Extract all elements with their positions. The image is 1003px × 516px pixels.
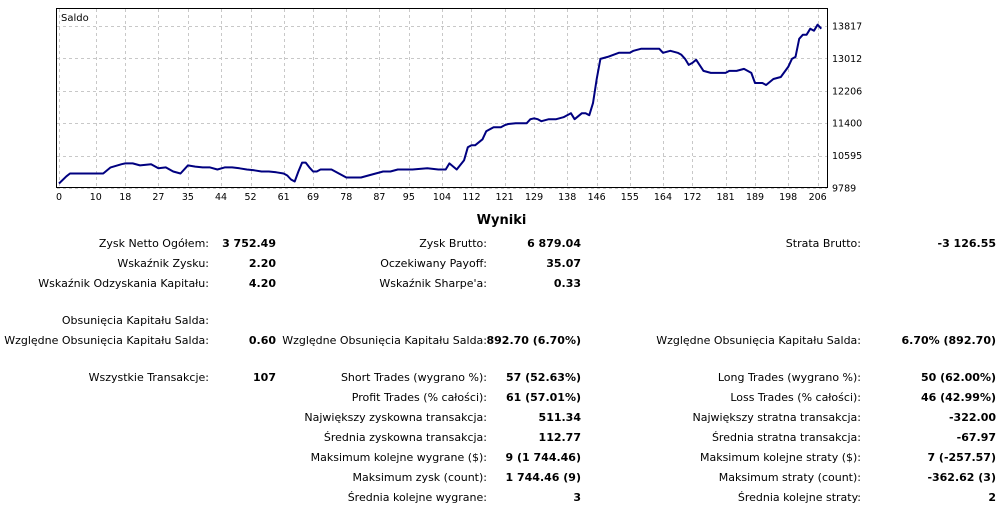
stat-value: 107	[253, 371, 276, 384]
y-tick-label: 12206	[832, 86, 862, 97]
x-tick-label: 87	[373, 192, 385, 203]
stat-value: 1 744.46 (9)	[505, 471, 581, 484]
stat-label: Oczekiwany Payoff:	[380, 257, 487, 270]
x-tick-label: 18	[119, 192, 131, 203]
x-tick-label: 10	[90, 192, 102, 203]
stat-value: 112.77	[538, 431, 581, 444]
stat-value: 57 (52.63%)	[505, 371, 581, 384]
x-tick-label: 121	[496, 192, 514, 203]
y-tick-label: 13012	[832, 54, 862, 65]
stat-label: Największy stratna transakcja:	[692, 411, 862, 424]
stat-label: Wskaźnik Zysku:	[117, 257, 209, 270]
x-tick-label: 104	[433, 192, 451, 203]
stat-label: Maksimum kolejne wygrane ($):	[310, 451, 487, 464]
stat-label: Zysk Brutto:	[419, 237, 487, 250]
y-tick-label: 10595	[832, 151, 862, 162]
stat-value: 0.33	[553, 277, 581, 290]
stat-label: Strata Brutto:	[785, 237, 861, 250]
stat-value: 6 879.04	[527, 237, 581, 250]
stat-value: 511.34	[538, 411, 581, 424]
stat-value: 6.70% (892.70)	[901, 334, 997, 347]
x-tick-label: 44	[215, 192, 227, 203]
stat-label: Wskaźnik Odzyskania Kapitału:	[38, 277, 209, 290]
x-axis-ticks: 0 10 18 27 35 44 52 61 69 78 87 95 104 112 121 129 138 14…	[56, 192, 827, 203]
x-tick-label: 69	[307, 192, 319, 203]
stat-value: 892.70 (6.70%)	[486, 334, 582, 347]
chart-grid	[57, 9, 827, 189]
balance-chart: 0 10 18 27 35 44 52 61 69 78 87 95 104 112 121 129 138 14…	[56, 8, 862, 203]
stat-label: Średnia stratna transakcja:	[711, 431, 861, 444]
stat-value: 35.07	[546, 257, 581, 270]
x-tick-label: 129	[525, 192, 543, 203]
stat-label: Loss Trades (% całości):	[730, 391, 861, 404]
chart-plot-area	[56, 8, 828, 188]
stat-value: 4.20	[248, 277, 276, 290]
stat-label: Średnia zyskowna transakcja:	[323, 431, 487, 444]
stat-label: Obsunięcia Kapitału Salda:	[61, 314, 209, 327]
stat-label: Względne Obsunięcia Kapitału Salda:	[4, 334, 209, 347]
stat-value: 46 (42.99%)	[920, 391, 996, 404]
x-tick-label: 146	[588, 192, 606, 203]
stat-label: Średnia kolejne wygrane:	[347, 491, 487, 504]
stat-value: 3	[573, 491, 581, 504]
stat-label: Maksimum kolejne straty ($):	[699, 451, 861, 464]
x-tick-label: 35	[182, 192, 194, 203]
x-tick-label: 181	[716, 192, 734, 203]
stat-label: Zysk Netto Ogółem:	[98, 237, 209, 250]
stat-value: -3 126.55	[937, 237, 997, 250]
y-tick-label: 9789	[832, 184, 856, 195]
stat-value: 50 (62.00%)	[920, 371, 996, 384]
x-tick-label: 189	[746, 192, 764, 203]
x-tick-label: 95	[403, 192, 415, 203]
stat-value: -322.00	[948, 411, 996, 424]
stat-value: 9 (1 744.46)	[505, 451, 581, 464]
stat-value: -362.62 (3)	[927, 471, 996, 484]
stat-label: Względne Obsunięcia Kapitału Salda:	[656, 334, 861, 347]
x-tick-label: 52	[244, 192, 256, 203]
x-tick-label: 0	[56, 192, 62, 203]
stat-value: 61 (57.01%)	[505, 391, 581, 404]
x-tick-label: 155	[621, 192, 639, 203]
balance-series-line	[58, 23, 823, 185]
stat-value: 2.20	[248, 257, 276, 270]
x-tick-label: 138	[558, 192, 576, 203]
stat-label: Short Trades (wygrano %):	[340, 371, 487, 384]
stat-label: Największy zyskowna transakcja:	[304, 411, 487, 424]
x-tick-label: 206	[809, 192, 827, 203]
stat-value: 2	[988, 491, 996, 504]
x-tick-label: 164	[654, 192, 672, 203]
stat-value: -67.97	[956, 431, 996, 444]
y-axis-ticks: 9789 10595 11400 12206 13012 13817	[832, 22, 862, 195]
x-tick-label: 198	[779, 192, 797, 203]
stat-value: 0.60	[248, 334, 276, 347]
stat-label: Maksimum straty (count):	[718, 471, 861, 484]
x-tick-label: 61	[278, 192, 290, 203]
results-title: Wyniki	[476, 213, 527, 228]
stat-label: Względne Obsunięcia Kapitału Salda:	[282, 334, 487, 347]
y-tick-label: 11400	[832, 119, 862, 130]
stat-value: 7 (-257.57)	[927, 451, 996, 464]
stat-label: Profit Trades (% całości):	[351, 391, 487, 404]
y-tick-label: 13817	[832, 22, 862, 33]
stat-label: Wskaźnik Sharpe'a:	[379, 277, 487, 290]
chart-title: Saldo	[61, 13, 89, 24]
stat-value: 3 752.49	[222, 237, 276, 250]
stat-label: Średnia kolejne straty:	[737, 491, 861, 504]
stat-label: Wszystkie Transakcje:	[88, 371, 209, 384]
stat-label: Long Trades (wygrano %):	[717, 371, 861, 384]
x-tick-label: 78	[340, 192, 352, 203]
x-tick-label: 27	[152, 192, 164, 203]
x-tick-label: 172	[683, 192, 701, 203]
x-tick-label: 112	[462, 192, 480, 203]
stat-label: Maksimum zysk (count):	[352, 471, 488, 484]
